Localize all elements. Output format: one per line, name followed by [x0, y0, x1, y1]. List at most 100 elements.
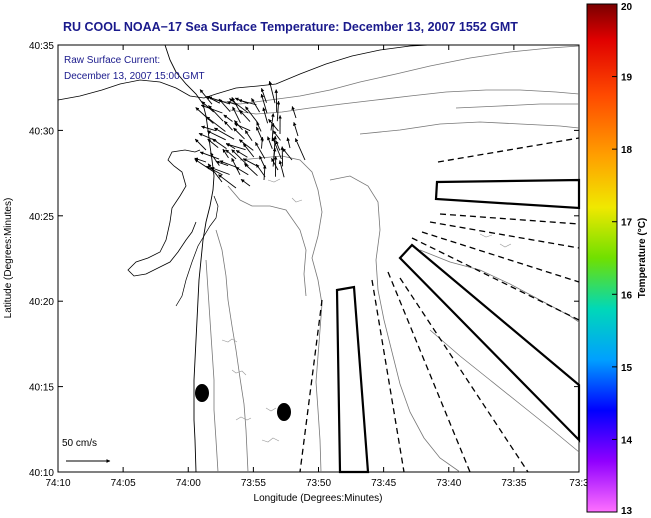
current-vector [239, 109, 251, 122]
x-tick-label: 73:35 [501, 478, 526, 489]
current-vector [231, 157, 241, 176]
current-vector [294, 138, 306, 161]
current-vector [222, 148, 229, 159]
current-vector [223, 114, 233, 122]
chart-title: RU COOL NOAA−17 Sea Surface Temperature:… [63, 20, 518, 34]
current-vector [260, 93, 268, 114]
scale-label: 50 cm/s [62, 438, 97, 449]
station-marker-west [195, 384, 209, 402]
current-vector [274, 89, 279, 113]
colorbar-tick-label: 20 [621, 2, 633, 13]
current-vector [207, 163, 223, 183]
survey-box-south [335, 285, 370, 474]
current-vector [260, 136, 264, 149]
current-vector [240, 178, 251, 187]
x-tick-label: 73:40 [436, 478, 461, 489]
current-vector [225, 149, 237, 160]
colorbar-tick-label: 15 [621, 363, 633, 374]
colorbar-tick-label: 16 [621, 290, 633, 301]
current-vector [212, 138, 227, 149]
annotation-line-1: Raw Surface Current: [64, 55, 160, 66]
current-vector [238, 99, 257, 106]
colorbar [586, 3, 618, 513]
current-vector [231, 149, 249, 167]
y-tick-label: 40:10 [29, 468, 54, 479]
current-vector [244, 130, 253, 142]
current-vector [218, 98, 231, 112]
surface-current-vectors [194, 80, 306, 189]
colorbar-tick-label: 18 [621, 145, 633, 156]
current-vector [201, 125, 217, 132]
x-tick-label: 73:50 [306, 478, 331, 489]
survey-box-southeast [398, 243, 581, 443]
current-vector [235, 166, 249, 176]
survey-box-east [434, 178, 581, 210]
annotation-line-2: December 13, 2007 15:00 GMT [64, 71, 205, 82]
current-vector [271, 158, 279, 171]
x-tick-label: 73:45 [371, 478, 396, 489]
current-vector [210, 166, 230, 175]
current-vector [194, 157, 207, 163]
current-vector [293, 122, 299, 137]
x-tick-label: 74:00 [176, 478, 201, 489]
x-tick-label: 73:3 [569, 478, 589, 489]
current-vector [223, 120, 233, 131]
current-vector [195, 107, 214, 124]
y-tick-label: 40:20 [29, 297, 54, 308]
current-vector [255, 163, 266, 178]
estuary-outline [127, 149, 201, 277]
current-vector [232, 106, 241, 123]
current-vector [275, 140, 281, 151]
current-vector [207, 130, 226, 141]
current-vector [201, 101, 214, 113]
current-vector [276, 100, 281, 122]
current-vector [278, 160, 285, 178]
current-vector [282, 148, 293, 161]
x-tick-label: 74:10 [45, 478, 70, 489]
current-vector [255, 142, 266, 159]
x-tick-label: 74:05 [111, 478, 136, 489]
current-vector [208, 105, 224, 122]
current-vector [229, 98, 249, 114]
current-vector [242, 143, 255, 158]
station-marker-east [277, 403, 291, 421]
colorbar-ticks: 20 19 18 17 16 15 14 13 [612, 2, 633, 517]
current-vector [291, 106, 297, 119]
current-vector [225, 143, 246, 151]
current-vector [251, 98, 260, 113]
upper-shoreline [57, 44, 431, 101]
contour-fragments [221, 178, 512, 443]
current-vector [207, 138, 219, 148]
x-axis-label: Longitude (Degrees:Minutes) [254, 493, 383, 504]
current-vector [194, 138, 207, 151]
current-vector [267, 136, 273, 149]
y-tick-label: 40:35 [29, 41, 54, 52]
current-vector [272, 137, 282, 160]
y-tick-label: 40:15 [29, 383, 54, 394]
current-vector [214, 127, 235, 140]
current-vector [206, 116, 226, 132]
y-axis-label: Latitude (Degrees:Minutes) [3, 198, 14, 319]
current-vector [199, 89, 213, 105]
river-channel [175, 195, 219, 307]
y-tick-label: 40:25 [29, 212, 54, 223]
current-vector [268, 80, 276, 104]
current-vector [262, 164, 267, 181]
current-vector [243, 163, 258, 177]
current-vector [194, 159, 215, 173]
colorbar-tick-label: 14 [621, 435, 633, 446]
colorbar-tick-label: 19 [621, 73, 633, 84]
y-tick-label: 40:30 [29, 126, 54, 137]
current-vector [286, 137, 291, 149]
radial-dashed-lines [299, 137, 580, 473]
colorbar-label: Temperature (°C) [637, 218, 648, 299]
current-vector [206, 165, 223, 176]
colorbar-tick-label: 13 [621, 506, 633, 517]
x-axis-ticks: 74:10 74:05 74:00 73:55 73:50 73:45 73:40 73:35… [45, 45, 589, 489]
x-tick-label: 73:55 [241, 478, 266, 489]
plot-area [57, 44, 580, 473]
current-vector [262, 107, 269, 124]
current-vector [219, 160, 239, 169]
current-vector [218, 174, 237, 189]
